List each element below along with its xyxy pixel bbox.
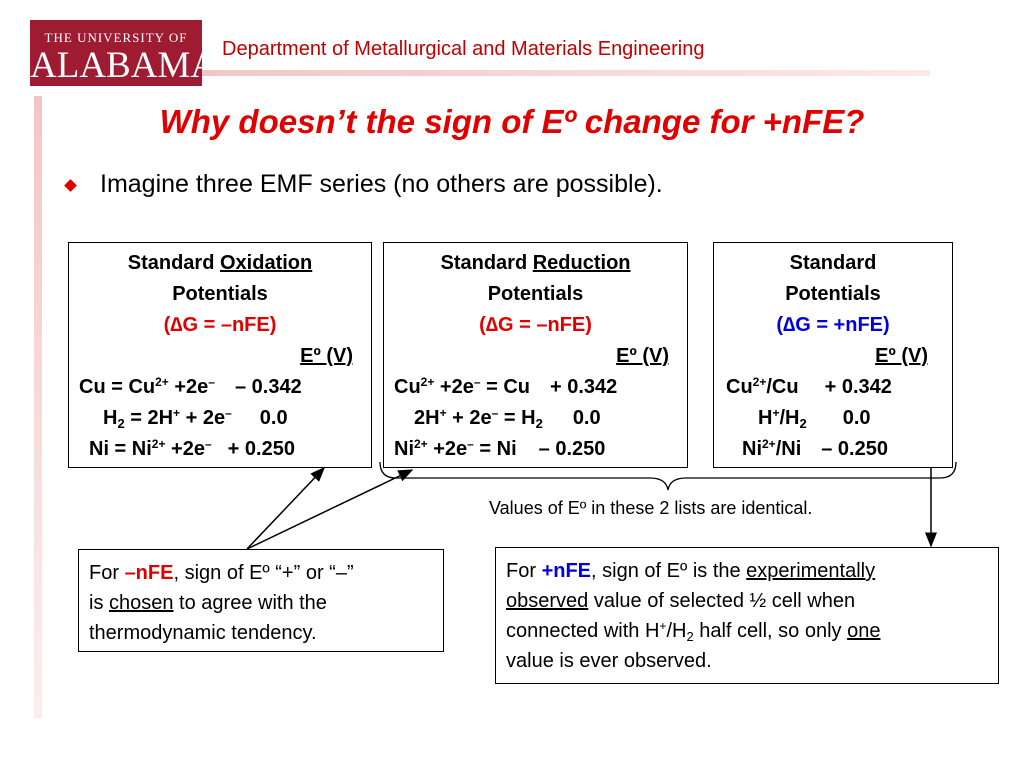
oxidation-heading2: Potentials xyxy=(172,283,268,305)
header-divider xyxy=(202,70,930,76)
oxidation-row-h: H2 = 2H+ + 2e– 0.0 xyxy=(103,406,288,431)
brace-icon xyxy=(379,461,957,491)
standard-unit: Eº (V) xyxy=(875,345,928,367)
side-divider xyxy=(34,96,42,718)
bullet-text: Imagine three EMF series (no others are … xyxy=(100,170,663,198)
oxidation-row-ni: Ni = Ni2+ +2e– + 0.250 xyxy=(89,437,295,460)
reduction-heading: Standard Reduction xyxy=(440,252,631,274)
university-logo: THE UNIVERSITY OF ALABAMA xyxy=(30,20,218,86)
left-line1: For –nFE, sign of Eº “+” or “–” xyxy=(89,562,354,584)
reduction-row-cu: Cu2+ +2e– = Cu + 0.342 xyxy=(394,375,618,398)
standard-row-h: H+/H2 0.0 xyxy=(758,406,871,431)
left-line3: thermodynamic tendency. xyxy=(89,622,317,644)
minus-nfe-explanation-box: For –nFE, sign of Eº “+” or “–” is chose… xyxy=(78,549,444,652)
arrow-to-reduction xyxy=(246,469,414,550)
right-line2: observed value of selected ½ cell when xyxy=(506,590,856,612)
arrow-to-oxidation xyxy=(246,466,326,550)
standard-equation: (∆G = +nFE) xyxy=(776,314,890,336)
oxidation-unit: Eº (V) xyxy=(300,345,353,367)
slide-title: Why doesn’t the sign of Eº change for +n… xyxy=(159,103,865,140)
reduction-potentials-box: Standard Reduction Potentials (∆G = –nFE… xyxy=(383,242,688,468)
reduction-row-ni: Ni2+ +2e– = Ni – 0.250 xyxy=(394,437,606,460)
logo-line2: ALABAMA xyxy=(30,45,218,86)
reduction-unit: Eº (V) xyxy=(616,345,669,367)
reduction-row-h: 2H+ + 2e– = H2 0.0 xyxy=(414,406,601,431)
oxidation-row-cu: Cu = Cu2+ +2e– – 0.342 xyxy=(79,375,302,398)
oxidation-potentials-box: Standard Oxidation Potentials (∆G = –nFE… xyxy=(68,242,372,468)
standard-potentials-box: Standard Potentials (∆G = +nFE) Eº (V) C… xyxy=(713,242,953,468)
left-line2: is chosen to agree with the xyxy=(89,592,327,614)
identical-note: Values of Eº in these 2 lists are identi… xyxy=(489,498,813,518)
standard-row-cu: Cu2+/Cu + 0.342 xyxy=(726,375,892,398)
oxidation-equation: (∆G = –nFE) xyxy=(163,314,277,336)
logo-line1: THE UNIVERSITY OF xyxy=(44,30,188,45)
right-line3: connected with H+/H2 half cell, so only … xyxy=(506,619,881,644)
standard-row-ni: Ni2+/Ni – 0.250 xyxy=(742,437,888,460)
plus-nfe-explanation-box: For +nFE, sign of Eº is the experimental… xyxy=(495,547,999,684)
standard-heading2: Potentials xyxy=(785,283,881,305)
standard-heading: Standard xyxy=(789,252,877,274)
right-line4: value is ever observed. xyxy=(506,650,712,672)
reduction-heading2: Potentials xyxy=(487,283,584,305)
oxidation-heading: Standard Oxidation xyxy=(127,252,313,274)
reduction-equation: (∆G = –nFE) xyxy=(479,314,592,336)
right-line1: For +nFE, sign of Eº is the experimental… xyxy=(506,560,876,582)
department-name: Department of Metallurgical and Material… xyxy=(222,38,705,60)
